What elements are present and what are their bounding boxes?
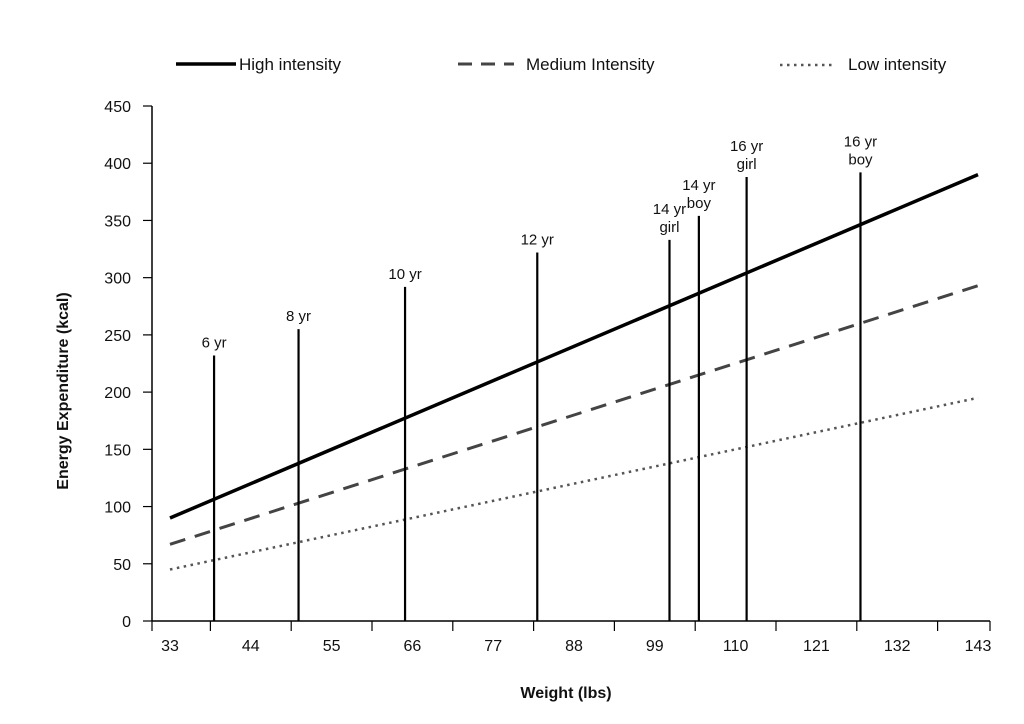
age-marker-label: 12 yr xyxy=(521,231,554,248)
y-tick-label: 400 xyxy=(104,156,131,173)
x-tick-label: 77 xyxy=(484,638,502,655)
x-tick-label: 66 xyxy=(404,638,422,655)
x-tick-label: 143 xyxy=(965,638,992,655)
x-tick-label: 33 xyxy=(161,638,179,655)
series-lines xyxy=(169,173,979,571)
legend: High intensity Medium Intensity Low inte… xyxy=(176,55,947,74)
y-ticks: 0 50 100 150 200 250 300 350 400 450 xyxy=(104,99,152,631)
axes xyxy=(151,106,990,622)
y-tick-label: 150 xyxy=(104,442,131,459)
x-tick-label: 121 xyxy=(803,638,830,655)
age-marker-label: 10 yr xyxy=(388,266,421,283)
age-marker-label: boy xyxy=(848,151,873,168)
y-tick-label: 300 xyxy=(104,271,131,288)
y-tick-label: 250 xyxy=(104,328,131,345)
age-marker: 10 yr xyxy=(388,266,422,621)
x-ticks: 33 44 55 66 77 88 99 110 121 132 143 xyxy=(151,621,992,655)
x-tick-label: 99 xyxy=(646,638,664,655)
x-axis-title: Weight (lbs) xyxy=(520,685,611,702)
series-line-high xyxy=(169,173,979,520)
age-marker: 8 yr xyxy=(286,308,311,621)
legend-label-low: Low intensity xyxy=(848,55,947,74)
x-tick-label: 132 xyxy=(884,638,911,655)
y-tick-label: 100 xyxy=(104,500,131,517)
age-marker-label: 16 yr xyxy=(730,138,763,155)
age-marker: 6 yr xyxy=(202,334,227,621)
age-marker-label: girl xyxy=(737,156,757,173)
legend-label-high: High intensity xyxy=(239,55,342,74)
age-marker-label: boy xyxy=(687,195,712,212)
age-marker-label: 8 yr xyxy=(286,308,311,325)
x-tick-label: 55 xyxy=(323,638,341,655)
series-line-low xyxy=(169,396,979,571)
x-tick-label: 88 xyxy=(565,638,583,655)
age-marker-label: 6 yr xyxy=(202,334,227,351)
age-marker-label: girl xyxy=(659,219,679,236)
legend-item-low: Low intensity xyxy=(780,55,947,74)
age-marker-label: 16 yr xyxy=(844,133,877,150)
y-tick-label: 0 xyxy=(122,614,131,631)
x-tick-label: 110 xyxy=(723,638,749,655)
legend-item-high: High intensity xyxy=(176,55,342,74)
age-marker-label: 14 yr xyxy=(653,201,686,218)
legend-item-medium: Medium Intensity xyxy=(458,55,655,74)
x-tick-label: 44 xyxy=(242,638,260,655)
y-tick-label: 450 xyxy=(104,99,131,116)
y-tick-label: 200 xyxy=(104,385,131,402)
y-axis-title: Energy Expenditure (kcal) xyxy=(55,292,72,489)
age-marker: 12 yr xyxy=(521,231,554,621)
y-tick-label: 350 xyxy=(104,213,131,230)
legend-label-medium: Medium Intensity xyxy=(526,55,655,74)
series-line-medium xyxy=(169,284,979,546)
age-marker-label: 14 yr xyxy=(682,177,715,194)
y-tick-label: 50 xyxy=(113,557,131,574)
